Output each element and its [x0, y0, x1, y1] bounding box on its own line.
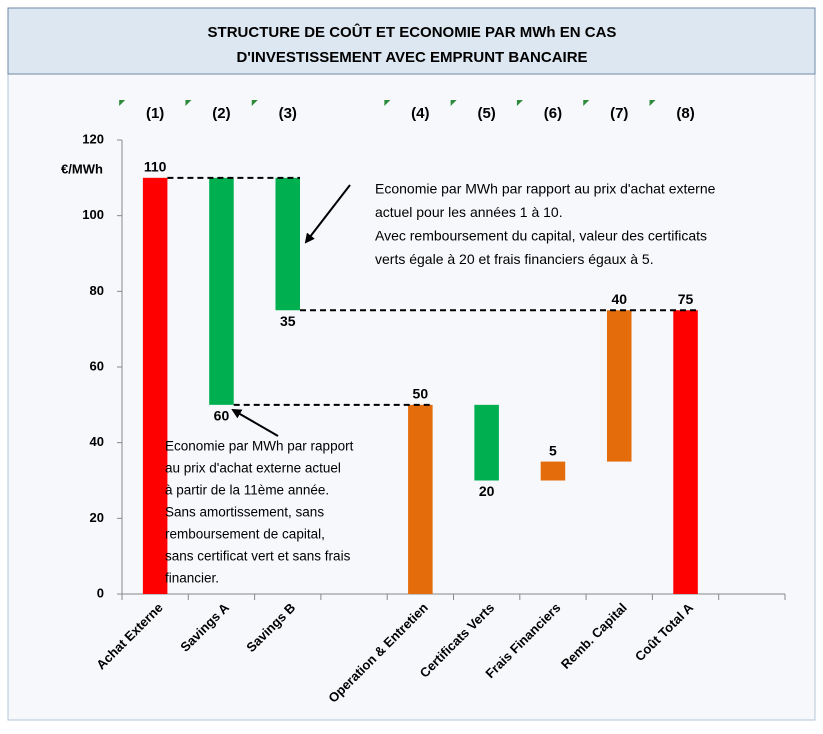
marker-flag — [450, 100, 457, 106]
annotation: au prix d'achat externe actuel — [165, 461, 341, 476]
chart-title: STRUCTURE DE COÛT ET ECONOMIE PAR MWh EN… — [208, 23, 617, 41]
y-tick-label: 120 — [82, 131, 104, 146]
y-tick-label: 80 — [90, 283, 104, 298]
annotation: actuel pour les années 1 à 10. — [375, 204, 563, 220]
marker-flag — [119, 100, 126, 106]
chart-title: D'INVESTISSEMENT AVEC EMPRUNT BANCAIRE — [236, 49, 587, 66]
bar — [540, 461, 566, 481]
marker-flag — [516, 100, 523, 106]
bar — [209, 177, 234, 405]
bar — [275, 177, 301, 311]
column-number: (1) — [146, 105, 164, 122]
marker-flag — [583, 100, 590, 106]
data-label: 50 — [413, 386, 429, 402]
data-label: 40 — [611, 291, 627, 307]
annotation: verts égale à 20 et frais financiers éga… — [375, 251, 654, 267]
y-tick-label: 0 — [97, 585, 104, 600]
annotation: Avec remboursement du capital, valeur de… — [375, 228, 707, 244]
y-unit: €/MWh — [61, 161, 103, 176]
marker-flag — [649, 100, 656, 106]
y-tick-label: 60 — [90, 358, 104, 373]
data-label: 75 — [678, 291, 694, 307]
y-tick-label: 100 — [82, 207, 104, 222]
bar — [142, 177, 168, 595]
bar — [606, 310, 632, 462]
annotation: sans certificat vert et sans frais — [165, 549, 351, 564]
data-label: 60 — [214, 408, 230, 424]
annotation: à partir de la 11ème année. — [165, 483, 329, 498]
data-label: 5 — [549, 442, 557, 458]
bar — [474, 404, 499, 481]
y-tick-label: 20 — [90, 510, 104, 525]
data-label: 110 — [144, 159, 167, 175]
column-number: (6) — [544, 105, 562, 122]
column-number: (4) — [411, 105, 429, 122]
column-number: (2) — [212, 105, 230, 122]
annotation: remboursement de capital, — [165, 527, 325, 542]
column-number: (7) — [610, 105, 628, 122]
marker-flag — [251, 100, 258, 106]
column-number: (8) — [676, 105, 694, 122]
arrow — [304, 184, 351, 244]
annotation: Sans amortissement, sans — [165, 505, 324, 520]
data-label: 35 — [280, 313, 296, 329]
marker-flag — [185, 100, 192, 106]
annotation: Economie par MWh par rapport — [165, 439, 354, 454]
annotation: Economie par MWh par rapport au prix d'a… — [375, 181, 716, 197]
title-panel — [7, 7, 816, 75]
marker-flag — [384, 100, 391, 106]
y-tick-label: 40 — [90, 434, 104, 449]
annotation: financier. — [165, 571, 219, 586]
bar — [673, 310, 698, 594]
column-number: (3) — [279, 105, 297, 122]
data-label: 20 — [479, 483, 495, 499]
arrow — [231, 408, 279, 437]
bar — [408, 404, 433, 594]
column-number: (5) — [477, 105, 495, 122]
